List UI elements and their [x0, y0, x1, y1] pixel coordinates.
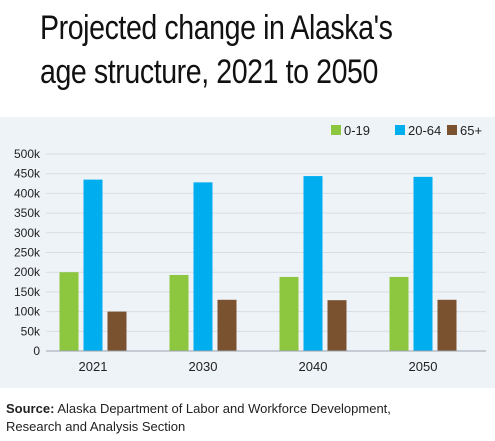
bar	[59, 272, 79, 351]
x-tick-label: 2021	[79, 359, 108, 374]
bar	[217, 299, 237, 351]
title-line-1: Projected change in Alaska's	[40, 9, 393, 47]
legend-label: 20-64	[408, 123, 441, 138]
x-tick-label: 2030	[189, 359, 218, 374]
y-tick-label: 200k	[14, 265, 41, 279]
bar	[437, 299, 457, 351]
legend-swatch	[447, 125, 457, 135]
y-tick-label: 50k	[21, 324, 41, 338]
x-tick-label: 2050	[409, 359, 438, 374]
source-text-line-2: Research and Analysis Section	[6, 419, 186, 434]
y-tick-label: 450k	[14, 167, 41, 181]
y-tick-label: 300k	[14, 226, 41, 240]
y-tick-label: 150k	[14, 285, 41, 299]
y-tick-label: 0	[33, 344, 40, 358]
chart-title: Projected change in Alaska's age structu…	[40, 6, 418, 94]
title-line-2: age structure, 2021 to 2050	[40, 53, 378, 91]
legend-label: 65+	[460, 123, 482, 138]
legend-swatch	[331, 125, 341, 135]
chart-panel: 0 50k 100k 150k 200k 250k 300k 350k 400k 450k 500k…	[0, 117, 495, 388]
bar	[193, 182, 213, 351]
y-tick-label: 500k	[14, 147, 41, 161]
y-tick-label: 100k	[14, 305, 41, 319]
source-text-line-1: Alaska Department of Labor and Workforce…	[57, 401, 391, 416]
bar-chart: 0 50k 100k 150k 200k 250k 300k 350k 400k 450k 500k…	[14, 123, 486, 374]
y-tick-label: 400k	[14, 186, 41, 200]
legend-swatch	[395, 125, 405, 135]
y-tick-label: 350k	[14, 206, 41, 220]
bar	[169, 274, 189, 351]
bar	[107, 311, 127, 351]
bar	[327, 300, 347, 351]
bar	[279, 276, 299, 351]
bar	[303, 176, 323, 351]
bar	[83, 179, 103, 351]
legend-label: 0-19	[344, 123, 370, 138]
source-note: Source: Alaska Department of Labor and W…	[6, 400, 491, 436]
y-tick-label: 250k	[14, 246, 41, 260]
bar	[389, 276, 409, 351]
x-tick-label: 2040	[299, 359, 328, 374]
bar	[413, 176, 433, 351]
source-label: Source:	[6, 401, 55, 416]
